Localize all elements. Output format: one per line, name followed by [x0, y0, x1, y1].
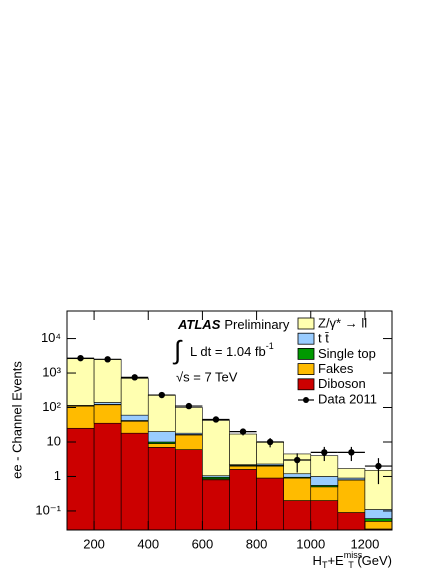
stack-segment [147, 394, 176, 432]
stack-segment [93, 359, 122, 403]
data-point [104, 356, 111, 363]
lumi-text: L dt = 1.04 fb [190, 344, 266, 359]
y-tick-label: 10² [42, 399, 61, 414]
frame [66, 310, 393, 531]
data-point [158, 391, 165, 399]
stack-segment [364, 518, 392, 522]
y-tick-label: 10³ [42, 364, 61, 379]
stack-segment [310, 500, 339, 530]
legend-label: Single top [318, 346, 376, 361]
legend-swatch [297, 363, 315, 376]
stack-segment [256, 477, 284, 530]
legend-label: Data 2011 [318, 391, 377, 406]
stack-segment [175, 449, 203, 530]
x-label-part: +E [327, 553, 344, 568]
x-label-part: miss [344, 550, 363, 560]
stack-segment [337, 479, 366, 513]
stack-segment [283, 473, 312, 478]
y-tick-label: 10 [47, 433, 61, 448]
energy: √s = 7 TeV [176, 369, 238, 384]
stack-segment [202, 420, 230, 477]
stack-segment [120, 414, 149, 421]
x-tick-label: 1200 [350, 536, 379, 551]
atlas-rest: Preliminary [224, 317, 290, 332]
x-tick-label: 600 [192, 536, 214, 551]
stack-segment [310, 476, 339, 486]
data-point [375, 462, 382, 470]
x-tick-label: 200 [83, 536, 105, 551]
legend-label: Fakes [318, 361, 354, 376]
data-point [266, 438, 274, 446]
legend-swatch [297, 317, 315, 330]
stack-segment [67, 427, 95, 530]
stack-segment [229, 433, 257, 465]
stack-segment [67, 405, 95, 429]
stack-segment [175, 434, 203, 450]
integral-sign: ∫ [172, 335, 183, 365]
legend-swatch [297, 347, 315, 360]
data-point [212, 416, 220, 423]
y-axis-label: ee - Channel Events [9, 361, 24, 479]
stack-segment [337, 512, 366, 530]
stack-segment [283, 500, 312, 530]
data-point [131, 374, 138, 381]
lumi: L dt = 1.04 fb-1 [190, 341, 274, 359]
stack-segment [310, 486, 339, 501]
legend-label: Z/γ* → ll [318, 315, 367, 330]
data-point [294, 456, 301, 464]
stack-segment [120, 432, 149, 530]
stack-segment [364, 521, 392, 530]
legend-swatch [297, 332, 315, 345]
y-tick-label: 1 [54, 468, 61, 483]
stack-segment [229, 465, 257, 470]
data-point [348, 449, 355, 456]
stack-segment [120, 420, 149, 434]
x-label-part: (GeV) [354, 553, 392, 568]
x-label-part: H [313, 553, 322, 568]
x-tick-label: 800 [246, 536, 268, 551]
stack-segment [283, 477, 312, 501]
lumi-exp: -1 [266, 341, 274, 351]
data-point [321, 449, 328, 456]
x-tick-label: 400 [137, 536, 159, 551]
atlas-label: ATLAS Preliminary [177, 317, 290, 332]
legend-data-marker [303, 397, 309, 403]
atlas-bold: ATLAS [177, 317, 221, 332]
stack-segment [256, 465, 284, 479]
data-point [77, 354, 84, 362]
stack-segment [147, 431, 176, 443]
plot-area [67, 354, 392, 530]
y-tick-label: 10⁴ [41, 330, 61, 345]
legend-label: t t̄ [318, 331, 329, 346]
legend-swatch [297, 378, 315, 391]
stack-segment [175, 407, 203, 434]
data-point [185, 402, 193, 410]
legend-label: Diboson [318, 376, 366, 391]
stack-segment [147, 447, 176, 530]
stack-segment [93, 404, 122, 424]
x-label-part: T [348, 560, 354, 570]
x-tick-label: 1000 [296, 536, 325, 551]
stack-segment [229, 469, 257, 530]
stack-segment [202, 479, 230, 530]
stack-segment [93, 422, 122, 530]
stack-segment [67, 358, 95, 406]
data-point [239, 428, 247, 435]
stack-segment [337, 468, 366, 479]
y-tick-label: 10⁻¹ [35, 502, 61, 517]
stack-segment [147, 443, 176, 448]
x-axis-label: HT+Emiss T (GeV) [313, 550, 392, 570]
stack-segment [120, 378, 149, 416]
x-label-part: T [322, 560, 328, 570]
